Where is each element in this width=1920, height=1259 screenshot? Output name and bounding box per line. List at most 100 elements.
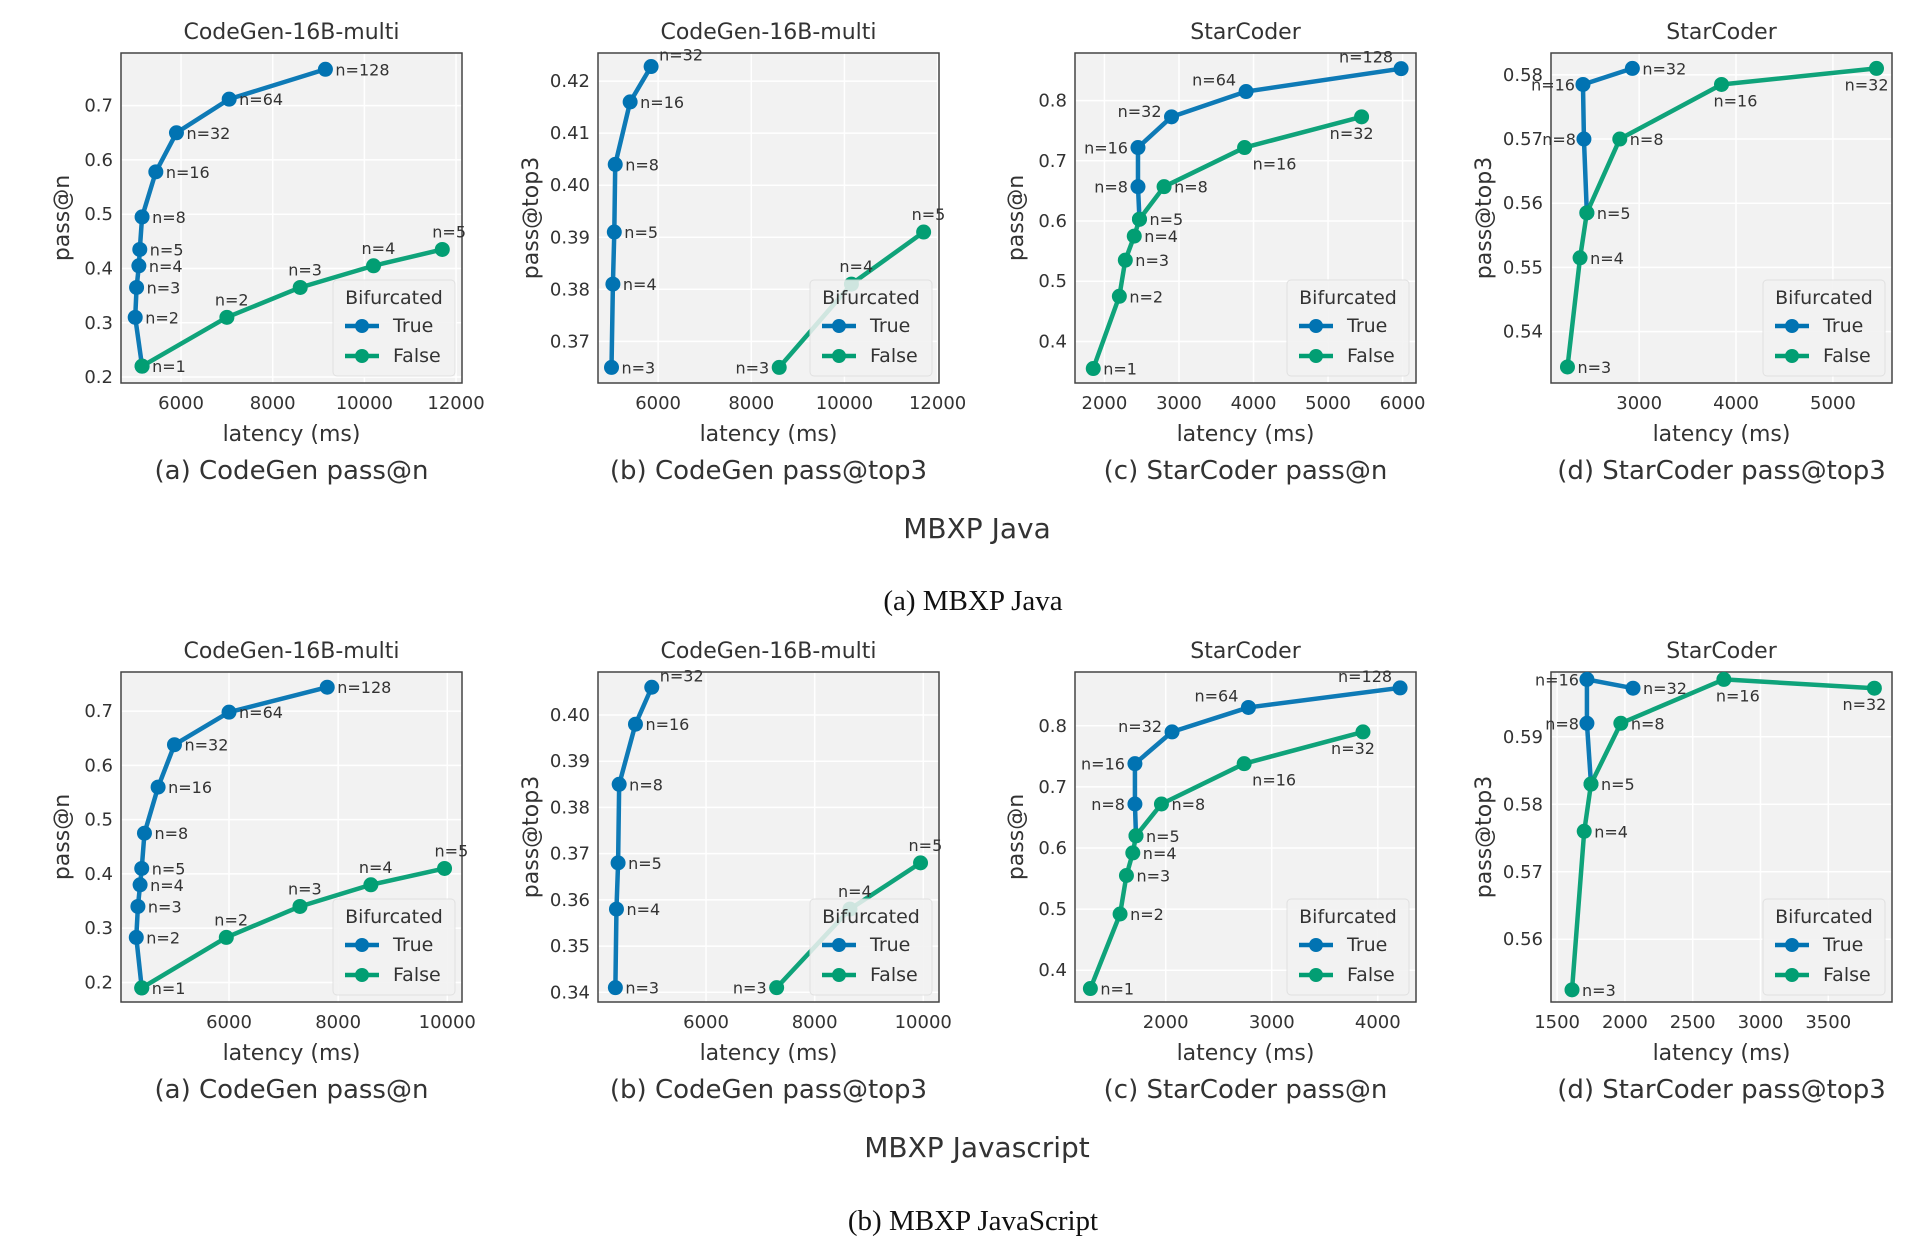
point-label: n=3 xyxy=(1135,251,1169,270)
point-label: n=5 xyxy=(150,240,184,259)
data-point-false xyxy=(1572,250,1588,266)
data-point-true xyxy=(317,61,333,77)
legend: Bifurcated True False xyxy=(332,279,456,377)
y-tick-label: 0.6 xyxy=(1038,211,1067,232)
y-tick-label: 0.40 xyxy=(550,175,590,196)
x-tick-label: 3000 xyxy=(1616,393,1662,414)
data-point-false xyxy=(1869,60,1884,76)
point-label: n=1 xyxy=(152,979,186,998)
point-label: n=8 xyxy=(1542,130,1576,149)
data-point-false xyxy=(1082,981,1098,997)
y-tick-label: 0.4 xyxy=(84,864,113,885)
x-tick-label: 1500 xyxy=(1534,1012,1580,1033)
subplot-caption: (b) CodeGen pass@top3 xyxy=(610,1075,927,1105)
y-tick-label: 0.42 xyxy=(550,71,590,92)
data-point-true xyxy=(622,94,638,110)
point-label: n=5 xyxy=(435,841,469,860)
point-label: n=32 xyxy=(1118,717,1162,736)
point-label: n=3 xyxy=(625,979,659,998)
data-point-true xyxy=(1130,140,1146,156)
axes-frame xyxy=(597,52,940,384)
point-label: n=16 xyxy=(645,715,689,734)
data-point-false xyxy=(913,855,929,871)
x-tick-label: 6000 xyxy=(683,1012,729,1033)
data-point-false xyxy=(1559,359,1575,375)
data-point-true xyxy=(130,898,146,914)
point-label: n=2 xyxy=(215,290,249,309)
point-label: n=3 xyxy=(288,260,322,279)
legend: Bifurcated True False xyxy=(1286,279,1410,377)
legend-label-true: True xyxy=(392,934,433,956)
point-label: n=128 xyxy=(1338,667,1392,686)
y-tick-label: 0.58 xyxy=(1503,65,1543,86)
y-tick-label: 0.5 xyxy=(84,810,113,831)
legend-label-true: True xyxy=(1346,934,1387,956)
y-tick-label: 0.5 xyxy=(1038,899,1067,920)
data-point-false xyxy=(771,359,787,375)
x-tick-label: 4000 xyxy=(1355,1012,1401,1033)
legend-marker-false xyxy=(355,349,369,363)
point-label: n=2 xyxy=(145,308,179,327)
point-label: n=8 xyxy=(629,775,663,794)
legend-marker-false xyxy=(1785,968,1799,982)
data-point-true xyxy=(132,241,148,257)
subplot-title: StarCoder xyxy=(1666,639,1777,664)
x-tick-label: 12000 xyxy=(909,393,966,414)
data-point-false xyxy=(1128,828,1144,844)
data-point-false xyxy=(1131,211,1147,227)
legend: Bifurcated True False xyxy=(332,898,456,996)
y-tick-label: 0.8 xyxy=(1038,91,1067,112)
y-tick-label: 0.7 xyxy=(1038,777,1067,798)
data-point-false xyxy=(366,258,382,274)
y-tick-label: 0.37 xyxy=(550,844,590,865)
point-label: n=5 xyxy=(432,222,466,241)
point-label: n=16 xyxy=(1081,755,1125,774)
data-point-true xyxy=(607,980,623,996)
point-label: n=3 xyxy=(148,897,182,916)
subplot-caption: (a) CodeGen pass@n xyxy=(155,456,429,486)
data-point-true xyxy=(1579,671,1595,687)
row-group-label-java: MBXP Java xyxy=(903,512,1050,545)
data-point-true xyxy=(1576,131,1592,147)
legend: Bifurcated True False xyxy=(1286,898,1410,996)
y-tick-label: 0.37 xyxy=(550,331,590,352)
y-tick-label: 0.8 xyxy=(1038,716,1067,737)
subplot-java-a: 6000 8000 10000 12000 0.2 0.3 0.4 0.5 0.6 0.7 Code… xyxy=(50,20,485,486)
x-tick-label: 8000 xyxy=(315,1012,361,1033)
subplot-java-c: 2000 3000 4000 5000 6000 0.4 0.5 0.6 0.7 0.8 StarC… xyxy=(1004,20,1425,486)
point-label: n=4 xyxy=(626,900,660,919)
axes-frame xyxy=(120,671,463,1003)
legend-label-false: False xyxy=(393,345,441,367)
data-point-true xyxy=(168,125,184,141)
point-label: n=4 xyxy=(838,882,872,901)
legend-marker-true xyxy=(1785,938,1799,952)
x-tick-label: 10000 xyxy=(419,1012,476,1033)
legend-title: Bifurcated xyxy=(345,906,443,928)
point-label: n=128 xyxy=(335,60,389,79)
data-point-false xyxy=(134,358,150,374)
point-label: n=4 xyxy=(1143,844,1177,863)
point-label: n=5 xyxy=(1146,827,1180,846)
x-tick-label: 12000 xyxy=(427,393,484,414)
x-tick-label: 6000 xyxy=(158,393,204,414)
legend-marker-false xyxy=(1785,349,1799,363)
data-point-true xyxy=(610,855,626,871)
point-label: n=8 xyxy=(1171,795,1205,814)
x-tick-label: 10000 xyxy=(336,393,393,414)
x-axis-label: latency (ms) xyxy=(700,1041,838,1066)
subplot-title: CodeGen-16B-multi xyxy=(660,20,876,45)
data-point-true xyxy=(148,164,164,180)
point-label: n=16 xyxy=(1252,771,1296,790)
point-label: n=8 xyxy=(1174,178,1208,197)
legend-marker-false xyxy=(1309,349,1323,363)
point-label: n=32 xyxy=(186,124,230,143)
data-point-false xyxy=(1117,252,1133,268)
y-tick-label: 0.6 xyxy=(84,755,113,776)
subplot-javascript-c: 2000 3000 4000 0.4 0.5 0.6 0.7 0.8 StarCoder late… xyxy=(1004,639,1417,1105)
data-point-true xyxy=(136,825,152,841)
x-tick-label: 10000 xyxy=(895,1012,952,1033)
data-point-false xyxy=(1866,680,1882,696)
data-point-false xyxy=(1118,868,1134,883)
y-tick-label: 0.59 xyxy=(1503,727,1543,748)
data-point-false xyxy=(134,980,150,996)
